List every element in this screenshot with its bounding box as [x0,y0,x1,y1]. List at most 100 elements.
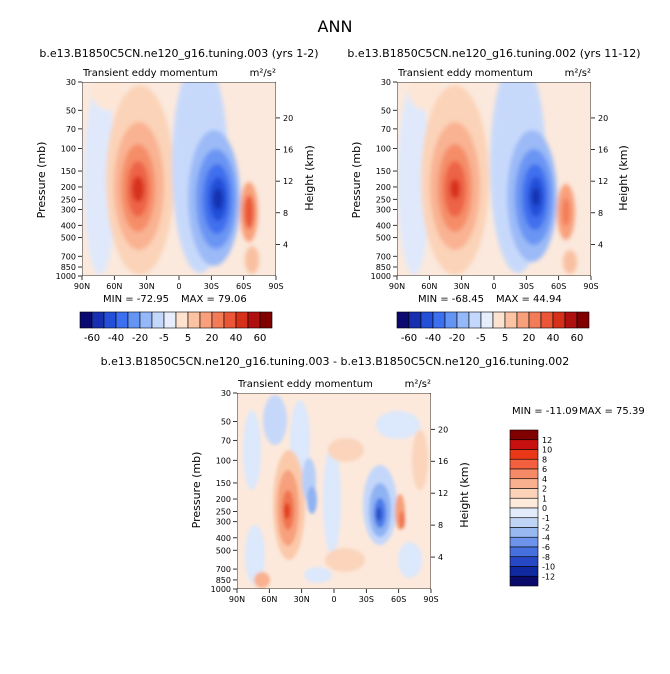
colorbar-label: -1 [542,514,550,523]
colorbar-swatch [91,311,105,329]
panel-2: b.e13.B1850C5CN.ne120_g16.tuning.002 (yr… [347,47,640,344]
colorbar-swatch [163,311,177,329]
colorbar-swatch [396,311,410,329]
lat-tick-label: 0 [176,282,181,291]
colorbar-swatch [509,439,539,450]
colorbar-label: 8 [542,455,547,464]
lat-tick-label: 30N [454,282,470,291]
pressure-tick-label: 30 [221,389,231,398]
lat-tick-label: 60N [421,282,437,291]
colorbar-swatch [444,311,458,329]
colorbar-swatch [509,527,539,538]
colorbar-label: -40 [425,333,441,344]
panel-2-title: b.e13.B1850C5CN.ne120_g16.tuning.002 (yr… [347,47,640,60]
lat-tick-label: 60S [236,282,251,291]
height-tick-label: 8 [283,209,288,218]
pressure-tick-label: 300 [216,518,231,527]
pressure-tick-label: 30 [66,78,76,87]
colorbar-label: -60 [84,333,100,344]
colorbar-label: -5 [476,333,486,344]
pressure-tick-label: 150 [376,167,391,176]
pressure-tick-label: 200 [216,495,231,504]
colorbar-swatch [540,311,554,329]
height-tick-label: 16 [438,457,448,466]
colorbar-label: 4 [542,475,547,484]
colorbar-swatch [492,311,506,329]
pressure-tick-label: 250 [376,195,391,204]
pressure-tick-label: 700 [61,252,76,261]
panel-1-colorbar: -60 -40 -20 -5 5 20 40 60 [79,311,273,344]
panel-3-title: b.e13.B1850C5CN.ne120_g16.tuning.003 - b… [101,355,570,368]
pressure-tick-label: 500 [61,234,76,243]
colorbar-swatch [468,311,482,329]
pressure-tick-label: 30 [381,78,391,87]
colorbar-label: -40 [108,333,124,344]
height-tick-label: 12 [598,177,608,186]
panel-2-min-label: MIN = -68.45 [418,294,484,305]
pressure-tick-label: 50 [66,106,76,115]
colorbar-swatch [509,497,539,509]
pressure-tick-label: 850 [61,263,76,272]
lat-tick-label: 90N [229,595,245,604]
panel-1-ylabel: Pressure (mb) [35,142,48,219]
panel-2-ylabel: Pressure (mb) [350,142,363,219]
lat-tick-label: 0 [331,595,336,604]
colorbar-swatch [79,311,93,329]
colorbar-label: 1 [542,494,547,503]
lat-tick-label: 90S [583,282,598,291]
pressure-tick-label: 700 [216,565,231,574]
colorbar-swatch [509,575,539,587]
colorbar-swatch [509,566,539,577]
panel-2-subtitle: Transient eddy momentum [397,68,533,79]
colorbar-label: 12 [542,436,552,445]
lat-tick-label: 0 [491,282,496,291]
colorbar-swatch [576,311,590,329]
panel-1-ylabel-right: Height (km) [303,145,316,211]
panel-3-units: m²/s² [405,379,431,390]
lat-tick-label: 90S [268,282,283,291]
colorbar-label: -5 [159,333,169,344]
pressure-tick-label: 1000 [211,585,231,594]
colorbar-swatch [509,517,539,528]
colorbar-swatch [552,311,566,329]
pressure-tick-label: 700 [376,252,391,261]
lat-tick-label: 90N [389,282,405,291]
colorbar-swatch [564,311,578,329]
height-tick-label: 8 [438,521,443,530]
colorbar-swatch [509,449,539,460]
colorbar-swatch [509,536,539,548]
pressure-tick-label: 400 [216,534,231,543]
panel-1-min-label: MIN = -72.95 [103,294,169,305]
pressure-tick-label: 500 [376,234,391,243]
colorbar-swatch [509,468,539,480]
colorbar-swatch [139,311,153,329]
panel-3-min-label: MIN = -11.09 [512,406,578,417]
pressure-tick-label: 400 [61,221,76,230]
colorbar-label: -20 [132,333,148,344]
height-tick-label: 12 [438,489,448,498]
colorbar-label: -8 [542,553,550,562]
pressure-tick-label: 300 [376,205,391,214]
panel-2-units: m²/s² [565,68,591,79]
pressure-tick-label: 100 [61,145,76,154]
colorbar-swatch [432,311,446,329]
lat-tick-label: 60N [261,595,277,604]
colorbar-label: -60 [401,333,417,344]
pressure-tick-label: 250 [216,508,231,517]
lat-tick-label: 90N [74,282,90,291]
colorbar-swatch [199,311,213,329]
pressure-tick-label: 100 [376,145,391,154]
pressure-tick-label: 200 [61,183,76,192]
pressure-tick-label: 400 [376,221,391,230]
pressure-tick-label: 50 [381,106,391,115]
height-tick-label: 20 [283,114,293,123]
pressure-tick-label: 200 [376,183,391,192]
panel-1-subtitle: Transient eddy momentum [82,68,218,79]
lat-tick-label: 60S [551,282,566,291]
colorbar-swatch [187,311,201,329]
pressure-tick-label: 70 [381,125,391,134]
panel-2-axes: 3050701001502002503004005007008501000481… [371,78,609,291]
pressure-tick-label: 70 [66,125,76,134]
